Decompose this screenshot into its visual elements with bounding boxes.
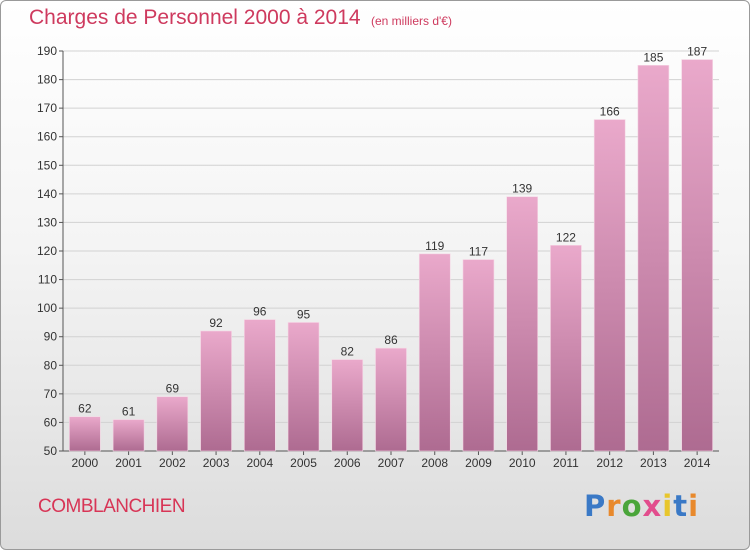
x-tick-label: 2009 <box>465 456 492 470</box>
bar-2005 <box>287 322 320 452</box>
x-tick-label: 2002 <box>159 456 186 470</box>
y-tick-label: 90 <box>44 330 58 344</box>
x-tick-label: 2008 <box>421 456 448 470</box>
bar-2010 <box>506 196 539 452</box>
bar-value-label: 92 <box>209 316 223 330</box>
proxiti-logo: Proxiti <box>584 489 699 523</box>
logo-letter: x <box>642 489 663 523</box>
bar-2013 <box>637 64 670 452</box>
bar-2000 <box>69 416 101 452</box>
y-tick-label: 80 <box>44 358 58 372</box>
logo-letter: i <box>688 489 700 523</box>
commune-name: COMBLANCHIEN <box>38 496 186 517</box>
bar-value-label: 69 <box>166 382 180 396</box>
bar-2007 <box>375 347 407 452</box>
bar-2014 <box>681 59 713 452</box>
bar-value-label: 61 <box>122 405 136 419</box>
bars: 62 61 69 92 96 95 82 86 119 117 139 122 166 185 187 <box>69 45 713 452</box>
x-tick-label: 2004 <box>246 456 273 470</box>
x-tick-label: 2012 <box>596 456 623 470</box>
logo-letter: P <box>584 489 607 523</box>
y-tick-label: 140 <box>37 187 57 201</box>
x-tick-label: 2007 <box>378 456 405 470</box>
logo-letter: r <box>606 489 622 523</box>
bar-value-label: 139 <box>512 182 532 196</box>
y-tick-label: 70 <box>44 387 58 401</box>
bar-2008 <box>418 253 451 452</box>
y-tick-label: 160 <box>37 130 57 144</box>
y-tick-label: 120 <box>37 244 57 258</box>
y-tick-label: 110 <box>38 273 57 287</box>
bar-2004 <box>244 319 276 452</box>
x-tick-label: 2014 <box>684 456 711 470</box>
bar-value-label: 82 <box>341 345 355 359</box>
x-tick-label: 2010 <box>509 456 536 470</box>
bar-value-label: 187 <box>687 45 707 59</box>
x-tick-label: 2001 <box>115 456 142 470</box>
logo-letter: i <box>662 489 674 523</box>
logo-letter: o <box>621 489 643 523</box>
x-tick-label: 2000 <box>72 456 99 470</box>
bar-value-label: 95 <box>297 307 311 321</box>
bar-value-label: 122 <box>556 230 576 244</box>
y-tick-label: 150 <box>37 158 57 172</box>
y-tick-label: 190 <box>37 44 57 58</box>
bar-2006 <box>331 359 364 452</box>
y-tick-label: 60 <box>44 415 58 429</box>
y-tick-label: 180 <box>37 73 57 87</box>
bar-value-label: 62 <box>78 402 92 416</box>
bar-2012 <box>593 119 626 452</box>
bar-value-label: 96 <box>253 305 267 319</box>
bar-2002 <box>156 396 189 452</box>
y-tick-label: 170 <box>37 101 57 115</box>
bar-2011 <box>550 244 582 452</box>
bar-value-label: 185 <box>643 50 663 64</box>
bar-value-label: 117 <box>469 245 488 259</box>
bar-value-label: 119 <box>425 239 444 253</box>
x-tick-label: 2013 <box>640 456 667 470</box>
y-tick-label: 130 <box>37 215 57 229</box>
bar-value-label: 166 <box>600 105 620 119</box>
y-tick-label: 100 <box>37 301 57 315</box>
bar-2001 <box>112 419 145 452</box>
logo-letter: t <box>673 489 689 523</box>
x-tick-label: 2011 <box>553 456 579 470</box>
bar-2003 <box>200 330 232 452</box>
bar-value-label: 86 <box>384 333 398 347</box>
x-tick-label: 2006 <box>334 456 361 470</box>
x-tick-label: 2003 <box>203 456 230 470</box>
chart-subtitle: (en milliers d'€) <box>371 14 452 28</box>
chart-title: Charges de Personnel 2000 à 2014 <box>29 6 361 29</box>
x-tick-label: 2005 <box>290 456 317 470</box>
bar-2009 <box>462 259 495 452</box>
y-tick-label: 50 <box>44 444 58 458</box>
